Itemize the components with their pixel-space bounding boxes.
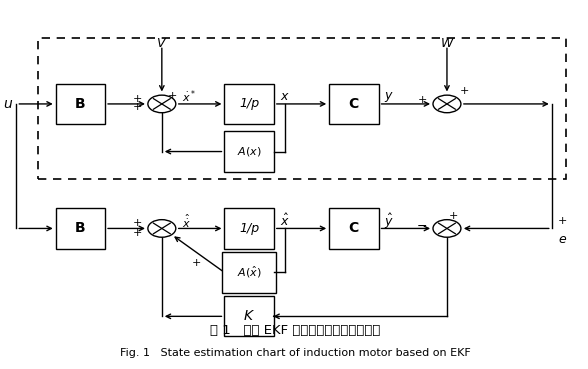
Text: $e$: $e$	[557, 233, 567, 246]
Circle shape	[433, 95, 461, 113]
Text: $y$: $y$	[385, 90, 394, 104]
Bar	[222, 252, 276, 293]
Text: C: C	[349, 97, 359, 111]
Text: $V$: $V$	[156, 37, 168, 50]
Bar	[329, 84, 379, 124]
Text: C: C	[349, 221, 359, 235]
Text: $-$: $-$	[416, 218, 427, 231]
Text: +: +	[133, 103, 142, 113]
Text: B: B	[75, 97, 86, 111]
Text: +: +	[460, 86, 469, 96]
Text: $\hat{x}$: $\hat{x}$	[280, 213, 289, 229]
Text: B: B	[75, 221, 86, 235]
Text: +: +	[192, 258, 201, 268]
Text: Fig. 1   State estimation chart of induction motor based on EKF: Fig. 1 State estimation chart of inducti…	[121, 348, 471, 358]
Text: 1/p: 1/p	[239, 97, 259, 110]
Circle shape	[148, 95, 176, 113]
Text: $A(\hat{x})$: $A(\hat{x})$	[237, 265, 262, 280]
Text: +: +	[557, 216, 567, 226]
Text: 图 1   基于 EKF 异步电机状态估计结构图: 图 1 基于 EKF 异步电机状态估计结构图	[211, 324, 381, 338]
Text: +: +	[168, 91, 177, 101]
Text: $\hat{\dot{x}}$: $\hat{\dot{x}}$	[182, 212, 191, 230]
Bar	[225, 208, 274, 249]
Circle shape	[433, 220, 461, 237]
Text: +: +	[133, 94, 142, 104]
Text: +: +	[133, 218, 142, 228]
Text: +: +	[449, 211, 459, 221]
Text: $A(x)$: $A(x)$	[237, 145, 262, 158]
Bar	[225, 131, 274, 172]
Bar	[225, 296, 274, 337]
Bar	[56, 84, 105, 124]
Text: $K$: $K$	[243, 309, 255, 323]
Text: +: +	[418, 94, 427, 104]
Circle shape	[148, 220, 176, 237]
Text: $x$: $x$	[280, 90, 289, 103]
Text: $\dot{x}^*$: $\dot{x}^*$	[182, 88, 196, 105]
Text: $\hat{y}$: $\hat{y}$	[385, 211, 394, 231]
Bar	[56, 208, 105, 249]
Bar	[225, 84, 274, 124]
Text: +: +	[133, 228, 142, 238]
Text: 1/p: 1/p	[239, 222, 259, 235]
Text: $W$: $W$	[440, 37, 455, 50]
Bar	[329, 208, 379, 249]
Text: $u$: $u$	[4, 97, 14, 111]
